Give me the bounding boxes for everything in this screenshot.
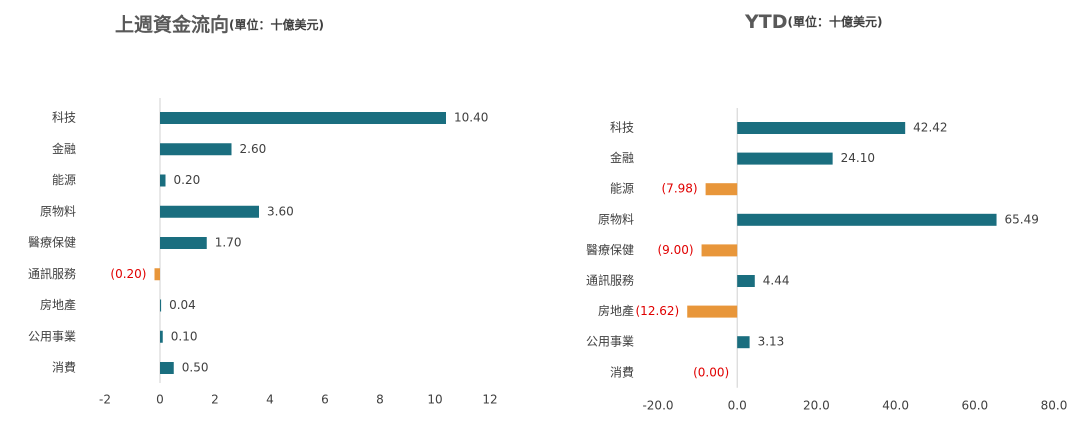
value-label: 4.44 [763,274,790,288]
bar [737,213,997,226]
x-tick-label: 4 [266,393,274,407]
chart-title: YTD(單位：十億美元) [744,11,882,33]
category-label: 醫療保健 [28,236,76,250]
bar [737,122,906,134]
subtitle: (單位：十億美元) [788,14,883,29]
value-label: 0.20 [174,173,201,187]
value-label: 10.40 [454,111,488,125]
x-tick-label: 80.0 [1041,399,1068,413]
category-label: 能源 [610,182,634,196]
x-tick-label: 20.0 [803,399,830,413]
bar [160,143,232,156]
bar [154,268,160,281]
category-label: 消費 [610,364,634,379]
value-label: (0.00) [693,365,729,379]
category-label: 房地產 [40,297,76,312]
bar [160,237,207,249]
x-tick-label: 0.0 [728,399,747,413]
category-label: 通訊服務 [28,266,76,281]
subtitle: (單位：十億美元) [229,17,324,32]
bar [160,112,446,124]
value-label: (7.98) [662,182,698,196]
bar [160,330,163,343]
category-label: 公用事業 [28,329,76,343]
title: 上週資金流向 [115,13,229,36]
x-tick-label: 2 [211,393,219,407]
bar [160,205,259,218]
value-label: 0.10 [171,329,198,343]
category-label: 通訊服務 [586,273,634,288]
value-label: 0.04 [169,298,196,312]
category-label: 金融 [610,150,634,165]
value-label: 42.42 [913,121,947,135]
value-label: 2.60 [240,142,267,156]
bar [737,152,833,165]
category-label: 消費 [52,360,76,375]
category-label: 公用事業 [586,335,634,349]
bar [687,305,738,318]
x-tick-label: 6 [321,393,329,407]
bar [701,244,738,257]
category-label: 科技 [52,111,76,125]
value-label: 0.50 [182,361,209,375]
value-label: 1.70 [215,236,242,250]
category-label: 科技 [610,121,634,135]
value-label: (12.62) [636,304,680,318]
category-label: 金融 [52,141,76,156]
value-label: 3.13 [758,335,785,349]
bar [737,275,755,287]
category-label: 能源 [52,173,76,187]
title: YTD [744,11,788,33]
category-label: 醫療保健 [586,243,634,257]
chart-title: 上週資金流向(單位：十億美元) [115,13,324,36]
category-label: 房地產 [598,303,634,318]
category-label: 原物料 [598,212,634,226]
bar [160,174,166,187]
bar [705,183,738,196]
bar [737,336,750,349]
x-tick-label: -20.0 [642,399,673,413]
x-tick-label: 40.0 [882,399,909,413]
x-tick-label: 60.0 [961,399,988,413]
value-label: (9.00) [657,243,693,257]
value-label: (0.20) [110,267,146,281]
value-label: 3.60 [267,204,294,218]
value-label: 24.10 [841,151,875,165]
x-tick-label: -2 [99,393,111,407]
category-label: 原物料 [40,204,76,218]
x-tick-label: 8 [376,393,384,407]
x-tick-label: 10 [427,393,442,407]
bar [160,299,162,312]
x-tick-label: 0 [156,393,164,407]
bar [160,362,174,374]
x-tick-label: 12 [482,393,497,407]
value-label: 65.49 [1005,212,1039,226]
